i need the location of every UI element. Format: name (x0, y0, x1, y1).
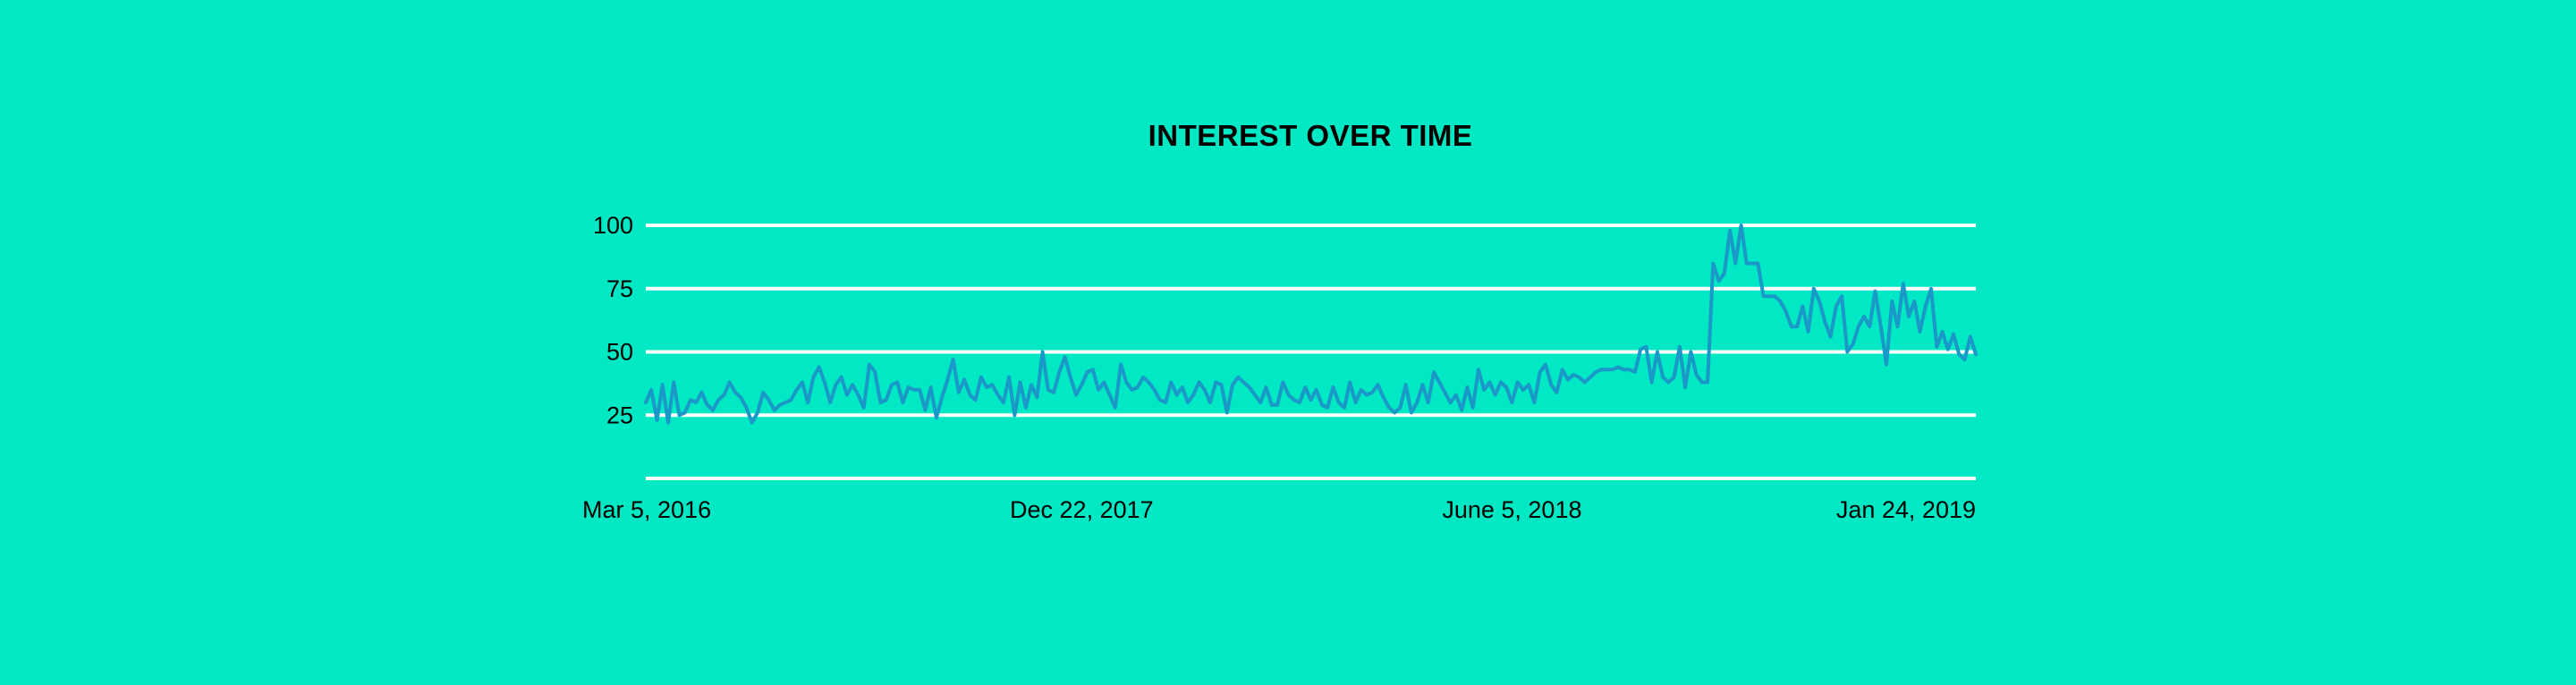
x-tick-label-2: Dec 22, 2017 (1010, 496, 1154, 523)
gridlines (646, 224, 1976, 480)
x-axis-tick-labels: Mar 5, 2016 Dec 22, 2017 June 5, 2018 Jan 2… (582, 496, 1976, 523)
x-tick-label-1: Mar 5, 2016 (582, 496, 711, 523)
y-tick-label-75: 75 (606, 275, 633, 302)
y-tick-label-50: 50 (606, 339, 633, 366)
y-axis-tick-labels: 100 75 50 25 (593, 212, 633, 428)
chart-title: INTEREST OVER TIME (1148, 119, 1473, 152)
series-line (644, 224, 1978, 425)
y-tick-label-25: 25 (606, 402, 633, 428)
x-tick-label-4: Jan 24, 2019 (1836, 496, 1976, 523)
y-tick-label-100: 100 (593, 212, 633, 239)
series-layer (644, 224, 1978, 425)
x-tick-label-3: June 5, 2018 (1442, 496, 1581, 523)
